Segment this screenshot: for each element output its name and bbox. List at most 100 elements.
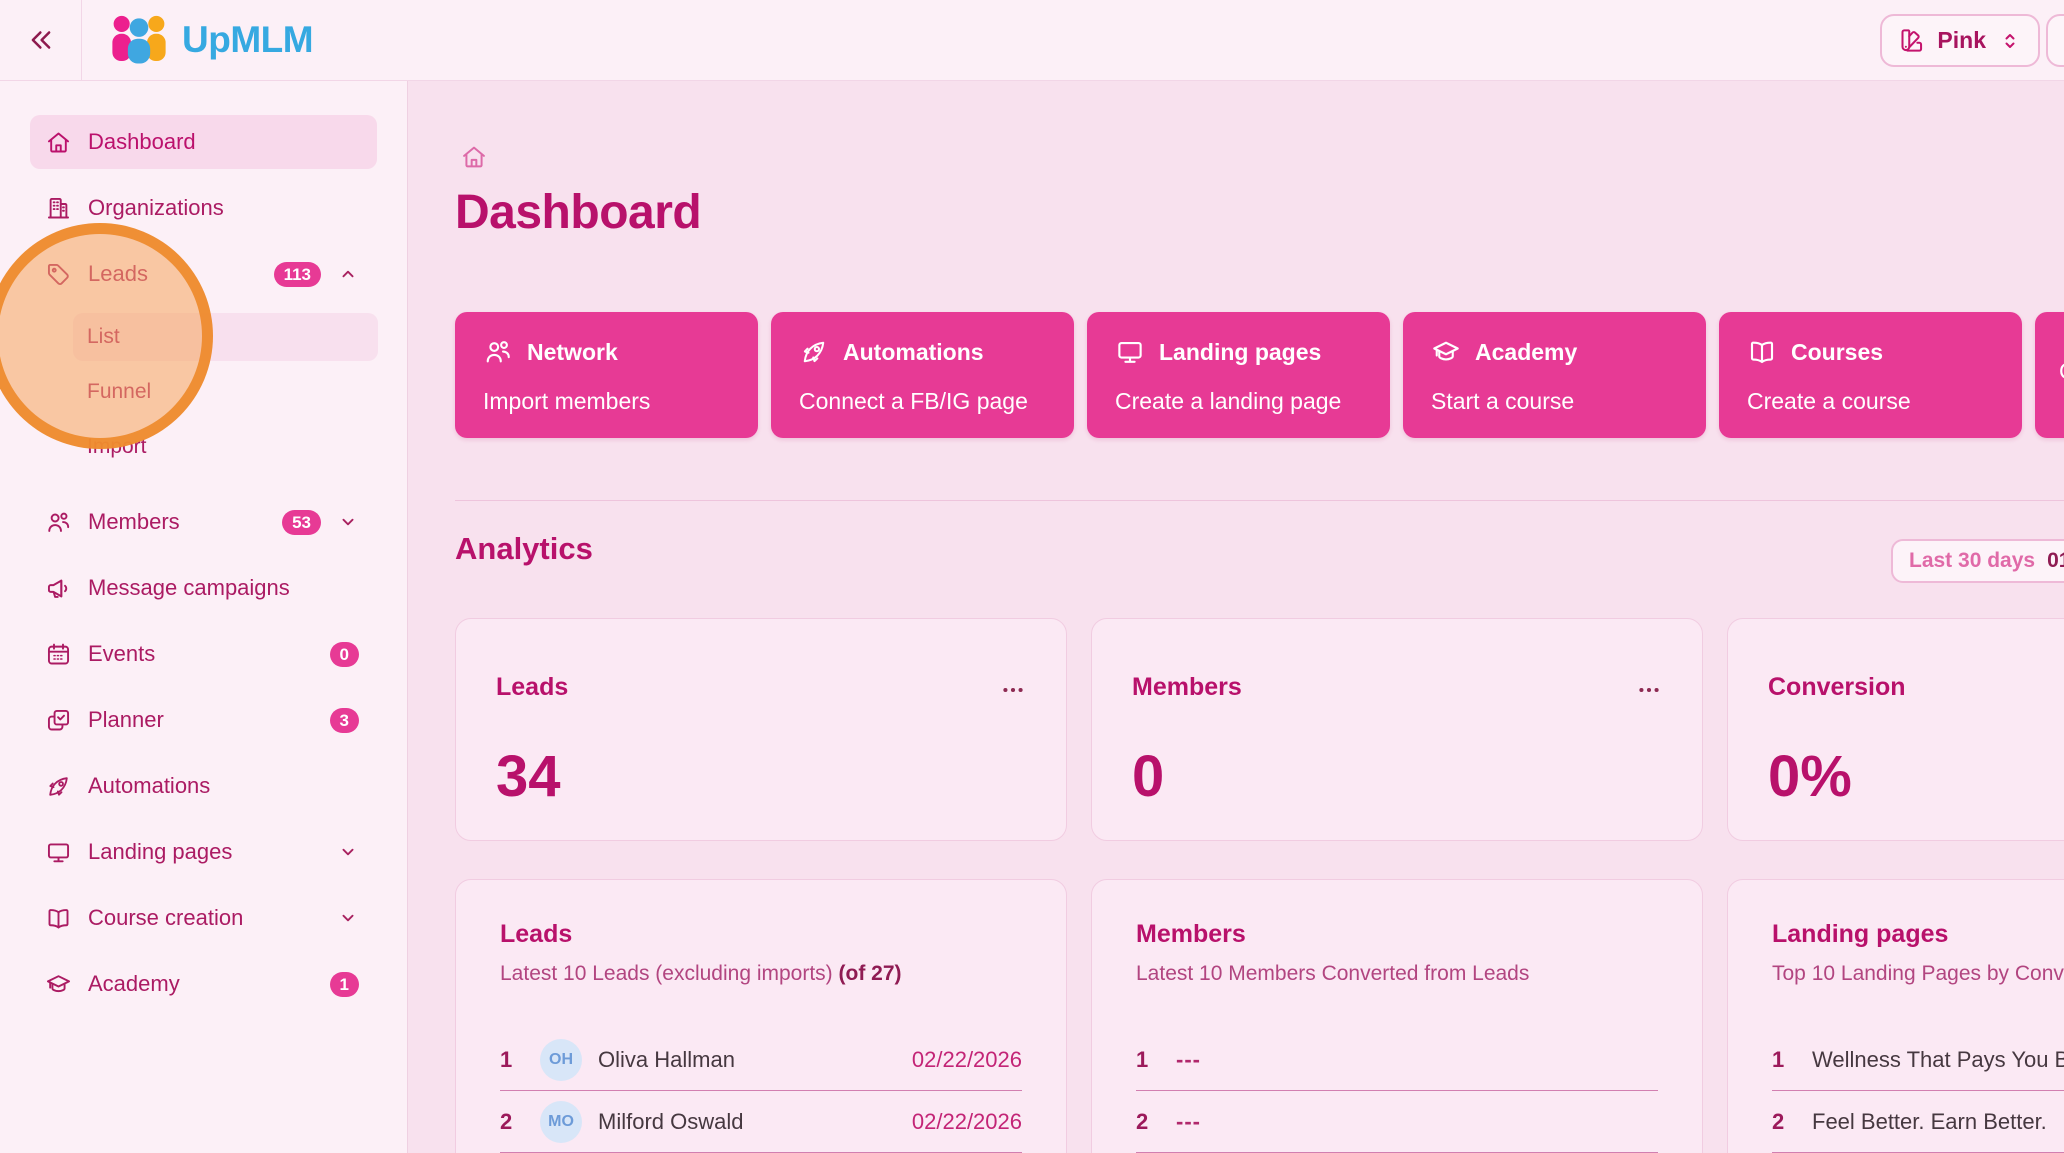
sidebar-item-organizations[interactable]: Organizations: [30, 181, 377, 235]
ellipsis-icon: [1003, 687, 1023, 692]
brand-logo[interactable]: UpMLM: [108, 14, 314, 66]
graduation-cap-icon: [45, 971, 72, 998]
avatar: MO: [540, 1100, 582, 1143]
sidebar-item-label: Dashboard: [88, 129, 196, 154]
stat-cards-row: Leads 34 Members 0 Conversion 0%: [455, 618, 2064, 841]
more-options-button[interactable]: [1000, 677, 1026, 699]
stat-card-title: Conversion: [1768, 673, 1906, 701]
quick-action-title: Automations: [843, 338, 984, 365]
sidebar-item-members[interactable]: Members 53: [30, 495, 377, 549]
sidebar-item-label: Organizations: [88, 195, 224, 220]
quick-action-label: Create a course: [1747, 388, 1911, 414]
topbar-partial-button[interactable]: [2046, 14, 2064, 67]
leads-count-badge: 113: [273, 261, 321, 287]
people-logo-icon: [112, 15, 166, 64]
member-name: ---: [1176, 1046, 1201, 1072]
quick-action-title: Courses: [1791, 338, 1884, 365]
sidebar-item-leads[interactable]: Leads 113: [30, 247, 377, 301]
sidebar-item-label: Landing pages: [88, 839, 233, 864]
quick-action-cutoff[interactable]: C: [2035, 312, 2064, 438]
theme-selector-button[interactable]: Pink: [1880, 14, 2040, 67]
date-range-filter[interactable]: Last 30 days 01/2: [1891, 539, 2064, 583]
academy-count-badge: 1: [329, 971, 359, 997]
stat-card-members: Members 0: [1091, 618, 1703, 841]
sidebar-item-academy[interactable]: Academy 1: [30, 957, 377, 1011]
lead-name: Milford Oswald: [598, 1108, 744, 1134]
leads-list-card: Leads Latest 10 Leads (excluding imports…: [455, 879, 1067, 1153]
landing-page-row[interactable]: 2 Feel Better. Earn Better.: [1772, 1091, 2064, 1153]
main-content: Dashboard Network Import members Automat…: [408, 81, 2064, 1153]
planner-count-badge: 3: [329, 707, 359, 733]
sidebar-subitem-label: Import: [87, 435, 147, 458]
row-index: 1: [500, 1046, 513, 1072]
theme-selector-label: Pink: [1937, 27, 1986, 53]
sidebar-subitem-leads-import[interactable]: Import: [73, 423, 378, 471]
member-row[interactable]: 2 ---: [1136, 1091, 1658, 1153]
quick-action-title: Network: [527, 338, 618, 365]
monitor-icon: [45, 839, 72, 866]
open-book-icon: [45, 905, 72, 932]
monitor-icon: [1118, 341, 1142, 363]
lead-date: 02/22/2026: [911, 1108, 1022, 1134]
quick-action-label: Create a landing page: [1115, 388, 1342, 414]
sidebar-item-label: Message campaigns: [88, 575, 290, 600]
sidebar-item-label: Events: [88, 641, 156, 666]
sidebar-item-label: Automations: [88, 773, 211, 798]
list-card-title: Landing pages: [1772, 920, 1949, 948]
quick-action-landing-pages[interactable]: Landing pages Create a landing page: [1087, 312, 1390, 438]
stat-card-conversion: Conversion 0%: [1727, 618, 2064, 841]
quick-action-title: Academy: [1475, 338, 1578, 365]
sidebar-item-label: Academy: [88, 971, 180, 996]
sidebar-subitem-label: Funnel: [87, 380, 152, 403]
sidebar-item-events[interactable]: Events 0: [30, 627, 377, 681]
lead-row[interactable]: 1 OH Oliva Hallman 02/22/2026: [500, 1029, 1022, 1091]
lead-row[interactable]: 2 MO Milford Oswald 02/22/2026: [500, 1091, 1022, 1153]
list-card-subtitle: Top 10 Landing Pages by Convers: [1772, 962, 2064, 985]
topbar: UpMLM Pink: [0, 0, 2064, 81]
sidebar-item-landing-pages[interactable]: Landing pages: [30, 825, 377, 879]
row-index: 2: [1772, 1108, 1785, 1134]
landing-page-row[interactable]: 1 Wellness That Pays You Back: [1772, 1029, 2064, 1091]
lead-name: Oliva Hallman: [598, 1046, 735, 1072]
landing-pages-list-card: Landing pages Top 10 Landing Pages by Co…: [1727, 879, 2064, 1153]
date-range-value: 01/2: [2047, 549, 2064, 572]
sidebar-subitem-leads-funnel[interactable]: Funnel: [73, 368, 378, 416]
sidebar-item-automations[interactable]: Automations: [30, 759, 377, 813]
quick-action-academy[interactable]: Academy Start a course: [1403, 312, 1706, 438]
sidebar-subitem-leads-list[interactable]: List: [73, 313, 378, 361]
row-index: 1: [1136, 1046, 1149, 1072]
stat-card-title: Leads: [496, 673, 569, 701]
stat-card-value: 0: [1132, 744, 1165, 809]
graduation-cap-icon: [1433, 341, 1459, 361]
analytics-heading: Analytics: [455, 531, 593, 566]
sidebar-item-message-campaigns[interactable]: Message campaigns: [30, 561, 377, 615]
sidebar-item-label: Leads: [88, 261, 148, 286]
stat-card-value: 34: [496, 744, 561, 809]
members-count-badge: 53: [282, 509, 321, 535]
sidebar-item-course-creation[interactable]: Course creation: [30, 891, 377, 945]
calendar-icon: [45, 641, 72, 668]
chevron-down-icon: [337, 841, 359, 863]
events-count-badge: 0: [329, 641, 359, 667]
brand-name: UpMLM: [182, 19, 314, 60]
sidebar-collapse-button[interactable]: [0, 0, 82, 80]
section-divider: [455, 500, 2064, 501]
sidebar-item-planner[interactable]: Planner 3: [30, 693, 377, 747]
house-icon: [45, 129, 72, 156]
more-options-button[interactable]: [1636, 677, 1662, 699]
quick-action-automations[interactable]: Automations Connect a FB/IG page: [771, 312, 1074, 438]
people-icon: [45, 509, 72, 536]
quick-action-network[interactable]: Network Import members: [455, 312, 758, 438]
quick-action-courses[interactable]: Courses Create a course: [1719, 312, 2022, 438]
row-index: 2: [1136, 1108, 1149, 1134]
breadcrumb-home-button[interactable]: [460, 143, 488, 171]
sidebar-item-dashboard[interactable]: Dashboard: [30, 115, 377, 169]
member-name: ---: [1176, 1108, 1201, 1134]
date-range-label: Last 30 days: [1909, 549, 2036, 572]
stat-card-title: Members: [1132, 673, 1242, 701]
member-row[interactable]: 1 ---: [1136, 1029, 1658, 1091]
chevron-up-icon: [337, 263, 359, 285]
people-icon: [486, 341, 510, 363]
stat-card-value: 0%: [1768, 744, 1852, 809]
